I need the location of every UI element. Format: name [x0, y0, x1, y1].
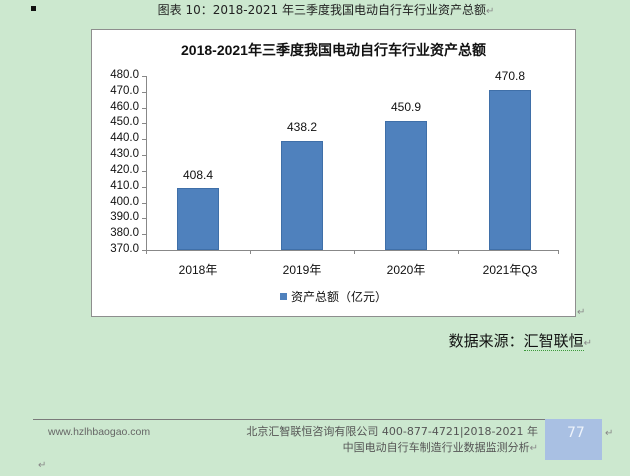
list-bullet — [31, 6, 36, 11]
x-category-label: 2021年Q3 — [482, 263, 538, 277]
y-tick-mark — [142, 155, 146, 157]
x-tick-mark — [354, 250, 355, 254]
y-tick-mark — [142, 202, 146, 204]
y-tick-mark — [142, 218, 146, 220]
paragraph-mark: ↵ — [485, 6, 495, 17]
x-tick-mark — [458, 250, 459, 254]
x-axis — [142, 250, 558, 251]
source-label: 数据来源： — [448, 332, 524, 350]
y-tick-mark — [142, 107, 146, 109]
y-tick-label: 390.0 — [110, 211, 139, 224]
page-number: 77 — [567, 425, 585, 441]
bar-2020[interactable] — [385, 121, 427, 250]
y-tick-label: 480.0 — [110, 69, 139, 81]
paragraph-mark: ↵ — [38, 460, 47, 471]
x-tick-mark — [146, 250, 147, 254]
chart-legend[interactable]: 资产总额（亿元） — [92, 288, 575, 305]
paragraph-mark: ↵ — [577, 307, 586, 318]
y-tick-mark — [142, 234, 146, 236]
footer-company: 北京汇智联恒咨询有限公司 400-877-4721|2018-2021 年 中国… — [246, 424, 538, 457]
x-category-label: 2020年 — [386, 263, 426, 277]
y-tick-label: 430.0 — [110, 148, 139, 161]
y-tick-label: 410.0 — [110, 179, 139, 192]
figure-caption: 图表 10：2018-2021 年三季度我国电动自行车行业资产总额↵ — [0, 1, 630, 18]
paragraph-mark: ↵ — [605, 428, 614, 439]
y-tick-mark — [142, 139, 146, 141]
paragraph-mark: ↵ — [529, 443, 538, 454]
data-source: 数据来源：汇智联恒↵ — [449, 330, 592, 351]
legend-label: 资产总额（亿元） — [290, 290, 387, 304]
footer-company-line1: 北京汇智联恒咨询有限公司 400-877-4721|2018-2021 年 — [246, 425, 538, 438]
source-value: 汇智联恒 — [523, 332, 584, 351]
y-tick-label: 370.0 — [110, 243, 139, 255]
x-category-label: 2019年 — [282, 263, 322, 277]
x-tick-mark — [558, 250, 559, 254]
bar-value-label: 438.2 — [286, 120, 318, 134]
y-axis — [146, 76, 147, 251]
y-tick-mark — [142, 250, 146, 251]
figure-caption-text: 图表 10：2018-2021 年三季度我国电动自行车行业资产总额 — [157, 3, 486, 17]
paragraph-mark: ↵ — [583, 338, 592, 349]
y-tick-mark — [142, 170, 146, 172]
y-tick-label: 400.0 — [110, 195, 139, 208]
y-tick-label: 450.0 — [110, 116, 139, 129]
footer-divider — [33, 419, 545, 420]
y-tick-label: 440.0 — [110, 132, 139, 145]
y-tick-mark — [142, 91, 146, 93]
legend-swatch — [279, 293, 287, 300]
chart-title: 2018-2021年三季度我国电动自行车行业资产总额 — [181, 42, 486, 58]
bar-value-label: 450.9 — [390, 100, 422, 114]
y-tick-label: 380.0 — [110, 227, 139, 240]
y-tick-label: 460.0 — [110, 100, 139, 113]
bar-2019[interactable] — [281, 141, 323, 250]
footer-url[interactable]: www.hzlhbaogao.com — [48, 426, 151, 438]
x-category-label: 2018年 — [178, 263, 218, 277]
footer-company-line2: 中国电动自行车制造行业数据监测分析 — [342, 441, 530, 454]
bar-2021q3[interactable] — [489, 90, 531, 250]
bar-value-label: 408.4 — [182, 168, 214, 182]
y-tick-label: 470.0 — [110, 84, 139, 97]
chart[interactable]: 2018-2021年三季度我国电动自行车行业资产总额 480.0 470.0 460… — [91, 29, 576, 317]
y-tick-mark — [142, 76, 146, 77]
x-tick-mark — [250, 250, 251, 254]
bar-2018[interactable] — [177, 188, 219, 250]
y-tick-mark — [142, 123, 146, 125]
y-tick-label: 420.0 — [110, 163, 139, 176]
bar-value-label: 470.8 — [494, 69, 526, 83]
y-tick-mark — [142, 186, 146, 188]
page-number-box: 77 — [545, 419, 602, 460]
